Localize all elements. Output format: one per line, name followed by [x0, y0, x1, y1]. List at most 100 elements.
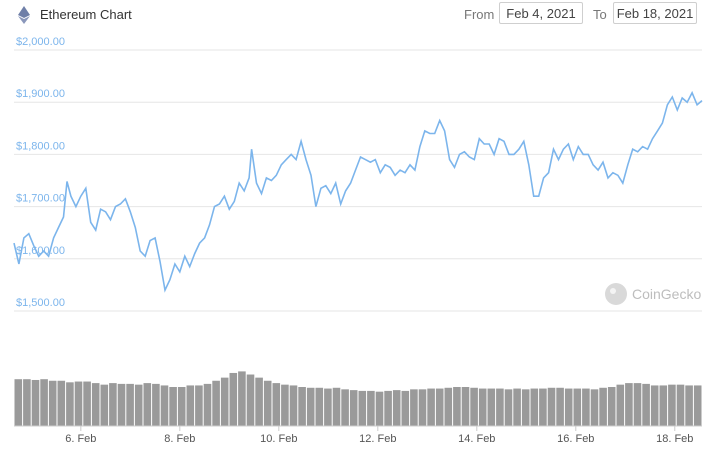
volume-bar — [341, 389, 349, 426]
volume-bar — [169, 387, 177, 426]
volume-bar — [324, 388, 332, 426]
volume-bar — [134, 384, 143, 426]
volume-bar — [74, 381, 83, 426]
volume-bar — [298, 387, 306, 426]
volume-bar — [633, 383, 642, 426]
volume-bar — [289, 385, 298, 426]
volume-bar — [186, 385, 195, 426]
volume-bar — [367, 390, 375, 426]
volume-bar — [306, 387, 315, 426]
volume-bar — [57, 380, 66, 426]
volume-bar — [203, 383, 212, 426]
volume-bar — [478, 388, 487, 426]
volume-bars — [14, 371, 702, 427]
to-label: To — [593, 7, 607, 22]
volume-bar — [220, 377, 229, 426]
volume-bar — [573, 388, 582, 426]
volume-bar — [642, 383, 650, 426]
volume-bar — [48, 380, 57, 426]
volume-bar — [281, 384, 289, 426]
chart-title: Ethereum Chart — [40, 7, 132, 22]
volume-bar — [504, 389, 513, 426]
volume-bar — [384, 390, 392, 426]
volume-bar — [23, 379, 31, 426]
volume-bar — [100, 384, 109, 426]
y-tick-label: $1,600.00 — [16, 245, 65, 257]
volume-bar — [126, 383, 134, 426]
volume-bar — [246, 374, 255, 426]
volume-bar — [375, 391, 384, 426]
volume-bar — [160, 385, 169, 426]
volume-bar — [66, 382, 74, 426]
volume-bar — [229, 372, 238, 426]
y-tick-label: $1,900.00 — [16, 88, 65, 100]
volume-bar — [693, 385, 702, 426]
volume-bar — [238, 371, 246, 426]
volume-bar — [410, 389, 418, 426]
volume-bar — [83, 381, 91, 426]
volume-bar — [392, 390, 401, 426]
volume-bar — [625, 383, 633, 426]
volume-bar — [470, 387, 478, 426]
volume-bar — [461, 387, 470, 426]
volume-bar — [539, 388, 547, 426]
volume-bar — [109, 383, 117, 426]
volume-bar — [117, 383, 126, 426]
volume-bar — [401, 390, 410, 426]
volume-bar — [685, 385, 693, 426]
volume-bar — [590, 389, 599, 426]
volume-bar — [453, 387, 461, 426]
volume-bar — [40, 379, 48, 426]
x-tick-label: 12. Feb — [359, 433, 396, 445]
price-line[interactable] — [13, 90, 703, 293]
volume-bar — [513, 388, 521, 426]
coingecko-logo — [605, 283, 627, 305]
x-tick-label: 6. Feb — [65, 433, 96, 445]
y-axis-labels: $1,500.00 $1,600.00 $1,700.00 $1,800.00 $1,9… — [16, 36, 65, 309]
volume-bar — [556, 387, 564, 426]
grid-lines — [14, 49, 702, 312]
x-tick-label: 18. Feb — [656, 433, 693, 445]
chart-header: Ethereum Chart From Feb 4, 2021 To Feb 1… — [0, 0, 717, 30]
volume-bar — [315, 387, 324, 426]
to-date-input[interactable]: Feb 18, 2021 — [613, 2, 697, 24]
volume-bar — [444, 387, 453, 426]
x-tick-label: 8. Feb — [164, 433, 195, 445]
y-tick-label: $1,700.00 — [16, 193, 65, 205]
coingecko-logo-eye — [610, 288, 616, 294]
x-tick-label: 16. Feb — [557, 433, 594, 445]
volume-bar — [547, 387, 556, 426]
volume-bar — [358, 390, 367, 426]
volume-bar — [487, 388, 496, 426]
y-tick-label: $1,500.00 — [16, 297, 65, 309]
volume-bar — [263, 380, 272, 426]
volume-bar — [530, 388, 539, 426]
y-tick-label: $1,800.00 — [16, 140, 65, 152]
volume-bar — [659, 385, 668, 426]
x-tick-label: 14. Feb — [458, 433, 495, 445]
watermark-text: CoinGecko — [632, 286, 701, 302]
volume-bar — [564, 388, 573, 426]
x-tick-label: 10. Feb — [260, 433, 297, 445]
from-date-input[interactable]: Feb 4, 2021 — [499, 2, 583, 24]
x-axis-labels: 6. Feb 8. Feb 10. Feb 12. Feb 14. Feb 16. Feb… — [65, 426, 693, 445]
volume-bar — [14, 379, 23, 426]
volume-bar — [676, 384, 685, 426]
volume-bar — [332, 387, 341, 426]
volume-bar — [418, 389, 427, 426]
volume-bar — [496, 388, 504, 426]
volume-bar — [272, 383, 281, 426]
volume-bar — [212, 380, 220, 426]
ethereum-icon — [18, 6, 30, 24]
volume-bar — [91, 383, 100, 426]
volume-bar — [435, 388, 444, 426]
volume-bar — [582, 388, 590, 426]
volume-bar — [668, 384, 676, 426]
volume-bar — [607, 387, 616, 426]
y-tick-label: $2,000.00 — [16, 36, 65, 48]
volume-bar — [143, 383, 152, 426]
volume-bar — [599, 387, 607, 426]
volume-bar — [255, 377, 263, 426]
volume-bar — [31, 379, 40, 426]
